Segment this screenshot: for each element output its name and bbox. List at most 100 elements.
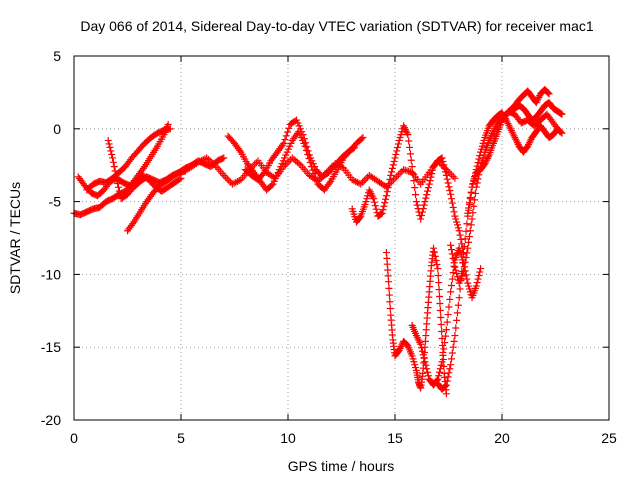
data-point bbox=[285, 124, 293, 132]
data-point bbox=[442, 390, 450, 398]
data-point bbox=[404, 131, 412, 139]
data-point bbox=[383, 188, 391, 196]
data-point bbox=[423, 191, 431, 199]
chart-title: Day 066 of 2014, Sidereal Day-to-day VTE… bbox=[80, 18, 593, 34]
data-point bbox=[349, 145, 357, 153]
data-point bbox=[558, 110, 566, 118]
grid bbox=[74, 56, 609, 420]
data-point bbox=[386, 175, 394, 183]
data-point bbox=[406, 143, 414, 151]
data-point bbox=[447, 288, 455, 296]
data-point bbox=[166, 125, 174, 133]
data-point bbox=[459, 267, 467, 275]
data-point bbox=[448, 199, 456, 207]
data-point bbox=[304, 147, 312, 155]
data-point bbox=[210, 160, 218, 168]
data-point bbox=[449, 343, 457, 351]
data-point bbox=[450, 259, 458, 267]
data-point bbox=[427, 173, 435, 181]
data-point bbox=[443, 377, 451, 385]
series-track-i bbox=[348, 122, 467, 257]
data-point bbox=[455, 294, 463, 302]
data-point bbox=[436, 365, 444, 373]
data-point bbox=[356, 213, 364, 221]
data-point bbox=[448, 349, 456, 357]
y-tick-label: 0 bbox=[53, 121, 61, 137]
data-point bbox=[438, 327, 446, 335]
data-point bbox=[453, 316, 461, 324]
data-point bbox=[300, 135, 308, 143]
data-point bbox=[451, 174, 459, 182]
data-point bbox=[280, 139, 288, 147]
series-track-c bbox=[83, 125, 174, 194]
data-point bbox=[452, 324, 460, 332]
data-point bbox=[108, 150, 116, 158]
data-point bbox=[109, 158, 117, 166]
data-point bbox=[358, 135, 366, 143]
data-point bbox=[447, 361, 455, 369]
data-point bbox=[450, 337, 458, 345]
data-point bbox=[434, 272, 442, 280]
data-point bbox=[417, 340, 425, 348]
data-point bbox=[465, 199, 473, 207]
series-track-e bbox=[124, 154, 228, 235]
x-tick-label: 10 bbox=[280, 430, 296, 446]
x-tick-label: 25 bbox=[601, 430, 617, 446]
data-point bbox=[386, 304, 394, 312]
y-tick-label: -10 bbox=[41, 266, 61, 282]
data-point bbox=[442, 171, 450, 179]
data-point bbox=[421, 358, 429, 366]
data-point bbox=[389, 161, 397, 169]
data-point bbox=[424, 184, 432, 192]
data-point bbox=[465, 238, 473, 246]
data-point bbox=[380, 202, 388, 210]
y-axis-label: SDTVAR / TECUs bbox=[7, 182, 23, 294]
data-point bbox=[423, 365, 431, 373]
y-tick-label: -15 bbox=[41, 339, 61, 355]
data-point bbox=[449, 173, 457, 181]
data-point bbox=[382, 192, 390, 200]
data-point bbox=[449, 203, 457, 211]
data-point bbox=[385, 291, 393, 299]
data-point bbox=[436, 300, 444, 308]
data-point bbox=[465, 233, 473, 241]
data-point bbox=[441, 164, 449, 172]
data-point bbox=[464, 209, 472, 217]
data-point bbox=[350, 144, 358, 152]
data-point bbox=[474, 275, 482, 283]
data-point bbox=[382, 195, 390, 203]
data-point bbox=[439, 157, 447, 165]
data-point bbox=[379, 206, 387, 214]
data-point bbox=[446, 187, 454, 195]
data-point bbox=[176, 175, 184, 183]
data-point bbox=[475, 272, 483, 280]
data-point bbox=[417, 215, 425, 223]
data-point bbox=[557, 128, 565, 136]
data-point bbox=[445, 369, 453, 377]
data-point bbox=[393, 147, 401, 155]
data-point bbox=[456, 231, 464, 239]
data-point bbox=[388, 168, 396, 176]
data-point bbox=[410, 177, 418, 185]
data-point bbox=[443, 175, 451, 183]
series-track-n bbox=[464, 109, 566, 217]
data-point bbox=[463, 220, 471, 228]
data-point bbox=[435, 372, 443, 380]
data-point bbox=[114, 180, 122, 188]
data-point bbox=[462, 254, 470, 262]
data-point bbox=[422, 361, 430, 369]
data-point bbox=[442, 382, 450, 390]
data-point bbox=[370, 198, 378, 206]
data-point bbox=[471, 169, 479, 177]
data-point bbox=[454, 301, 462, 309]
data-point bbox=[447, 246, 455, 254]
data-point bbox=[464, 244, 472, 252]
data-point bbox=[447, 355, 455, 363]
data-point bbox=[471, 173, 479, 181]
data-point bbox=[446, 365, 454, 373]
data-point bbox=[436, 307, 444, 315]
data-point bbox=[437, 320, 445, 328]
data-point bbox=[452, 266, 460, 274]
data-point bbox=[302, 139, 310, 147]
data-points bbox=[70, 85, 566, 398]
